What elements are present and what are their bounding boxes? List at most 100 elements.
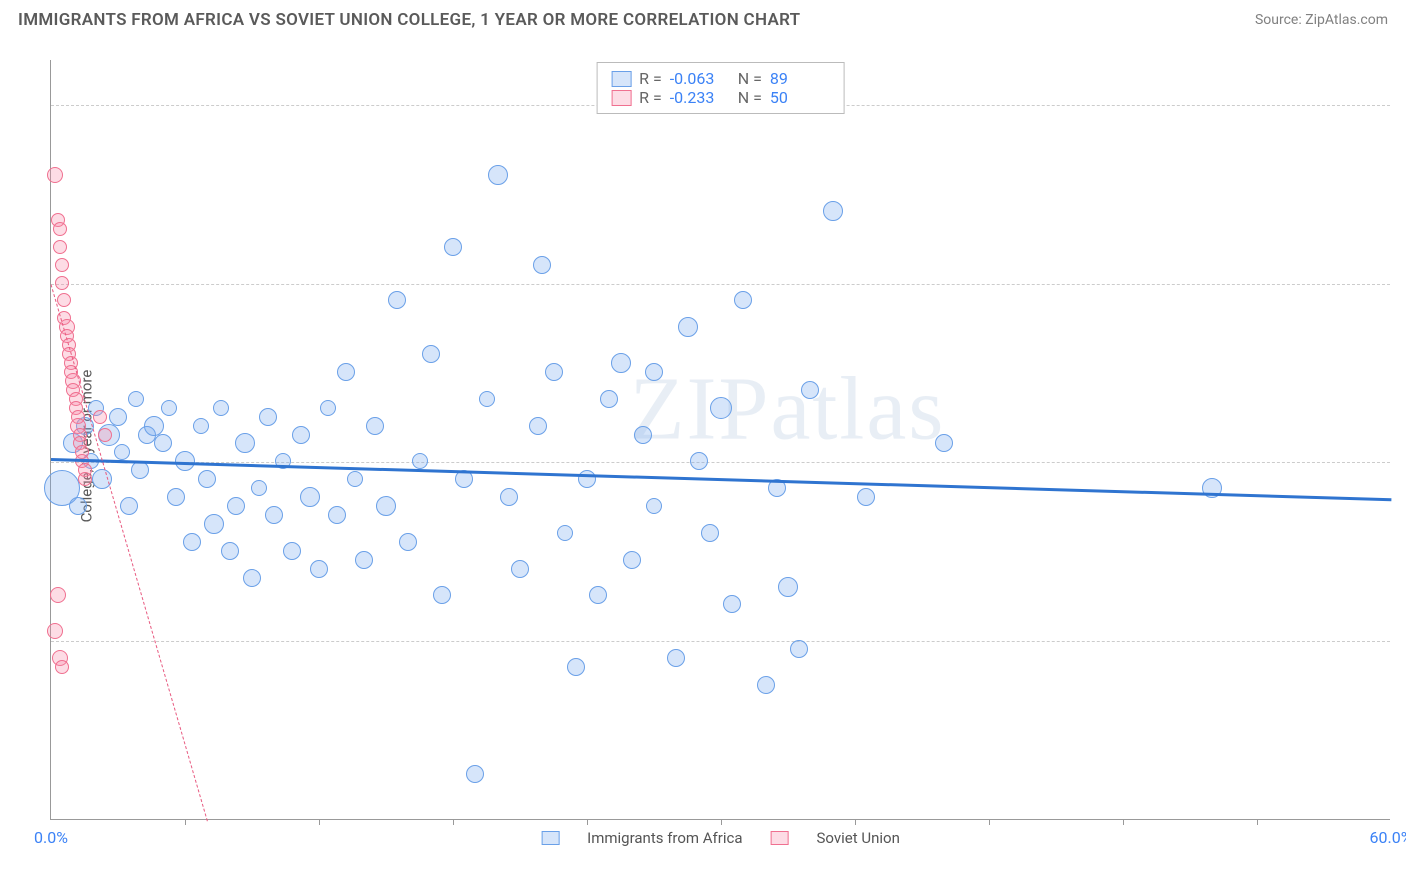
scatter-point [227, 497, 245, 515]
ytick-label: 100.0% [1400, 95, 1406, 114]
scatter-point [623, 551, 641, 569]
scatter-point [167, 488, 185, 506]
scatter-point [243, 569, 261, 587]
xtick [587, 819, 588, 825]
xtick-label: 0.0% [34, 828, 68, 847]
scatter-point [259, 408, 277, 426]
scatter-point [545, 363, 563, 381]
scatter-point [53, 222, 67, 236]
n-value-soviet: 50 [770, 88, 830, 107]
scatter-point [235, 433, 255, 453]
scatter-point [300, 487, 320, 507]
stats-box: R = -0.063 N = 89 R = -0.233 N = 50 [596, 62, 845, 114]
gridline [51, 641, 1390, 642]
scatter-point [109, 408, 127, 426]
scatter-point [935, 434, 953, 452]
scatter-point [710, 397, 732, 419]
ytick-label: 60.0% [1400, 453, 1406, 472]
xtick [453, 819, 454, 825]
stats-row-africa: R = -0.063 N = 89 [611, 69, 830, 88]
scatter-point [823, 201, 843, 221]
scatter-point [292, 426, 310, 444]
scatter-point [198, 470, 216, 488]
scatter-point [529, 417, 547, 435]
trend-line [51, 284, 208, 821]
scatter-point [678, 317, 698, 337]
xtick [1123, 819, 1124, 825]
scatter-point [500, 488, 518, 506]
scatter-point [161, 400, 177, 416]
scatter-point [55, 258, 69, 272]
n-label: N = [738, 69, 762, 88]
legend: Immigrants from Africa Soviet Union [541, 829, 900, 847]
scatter-point [567, 658, 585, 676]
scatter-point [193, 418, 209, 434]
scatter-point [355, 551, 373, 569]
scatter-point [183, 533, 201, 551]
scatter-point [120, 497, 138, 515]
scatter-point [347, 471, 363, 487]
scatter-point [55, 276, 69, 290]
scatter-point [399, 533, 417, 551]
scatter-point [265, 506, 283, 524]
scatter-point [479, 391, 495, 407]
n-value-africa: 89 [770, 69, 830, 88]
scatter-point [114, 444, 130, 460]
scatter-point [466, 765, 484, 783]
xtick [989, 819, 990, 825]
r-value-africa: -0.063 [670, 69, 730, 88]
scatter-point [53, 240, 67, 254]
n-label: N = [738, 88, 762, 107]
watermark: ZIPatlas [629, 358, 945, 461]
ytick-label: 80.0% [1400, 274, 1406, 293]
scatter-point [557, 525, 573, 541]
scatter-point [221, 542, 239, 560]
scatter-point [611, 353, 631, 373]
xtick [855, 819, 856, 825]
scatter-point [131, 461, 149, 479]
scatter-point [144, 416, 164, 436]
legend-swatch-soviet-icon [771, 831, 789, 845]
ytick-label: 40.0% [1400, 632, 1406, 651]
scatter-point [47, 167, 63, 183]
scatter-point [204, 514, 224, 534]
chart-title: IMMIGRANTS FROM AFRICA VS SOVIET UNION C… [18, 10, 800, 30]
scatter-point [589, 586, 607, 604]
scatter-point [667, 649, 685, 667]
scatter-point [55, 660, 69, 674]
scatter-point [69, 497, 87, 515]
scatter-point [328, 506, 346, 524]
scatter-point [646, 498, 662, 514]
legend-swatch-africa-icon [541, 831, 559, 845]
scatter-point [337, 363, 355, 381]
scatter-point [444, 238, 462, 256]
scatter-point [690, 452, 708, 470]
scatter-point [723, 595, 741, 613]
swatch-soviet-icon [611, 90, 631, 106]
legend-label-africa: Immigrants from Africa [587, 829, 742, 847]
source-label: Source: [1255, 12, 1302, 28]
trend-line [51, 458, 1391, 501]
r-value-soviet: -0.233 [670, 88, 730, 107]
source-attribution: Source: ZipAtlas.com [1255, 12, 1388, 28]
xtick [185, 819, 186, 825]
scatter-point [701, 524, 719, 542]
scatter-point [511, 560, 529, 578]
scatter-point [320, 400, 336, 416]
scatter-point [388, 291, 406, 309]
swatch-africa-icon [611, 71, 631, 87]
scatter-point [78, 472, 92, 486]
scatter-point [310, 560, 328, 578]
scatter-point [128, 391, 144, 407]
source-name: ZipAtlas.com [1305, 12, 1388, 28]
scatter-point [376, 496, 396, 516]
scatter-point [283, 542, 301, 560]
r-label: R = [639, 88, 662, 107]
scatter-point [47, 623, 63, 639]
scatter-point [645, 363, 663, 381]
scatter-point [412, 453, 428, 469]
xtick [1257, 819, 1258, 825]
gridline [51, 284, 1390, 285]
scatter-point [98, 428, 112, 442]
scatter-point [757, 676, 775, 694]
